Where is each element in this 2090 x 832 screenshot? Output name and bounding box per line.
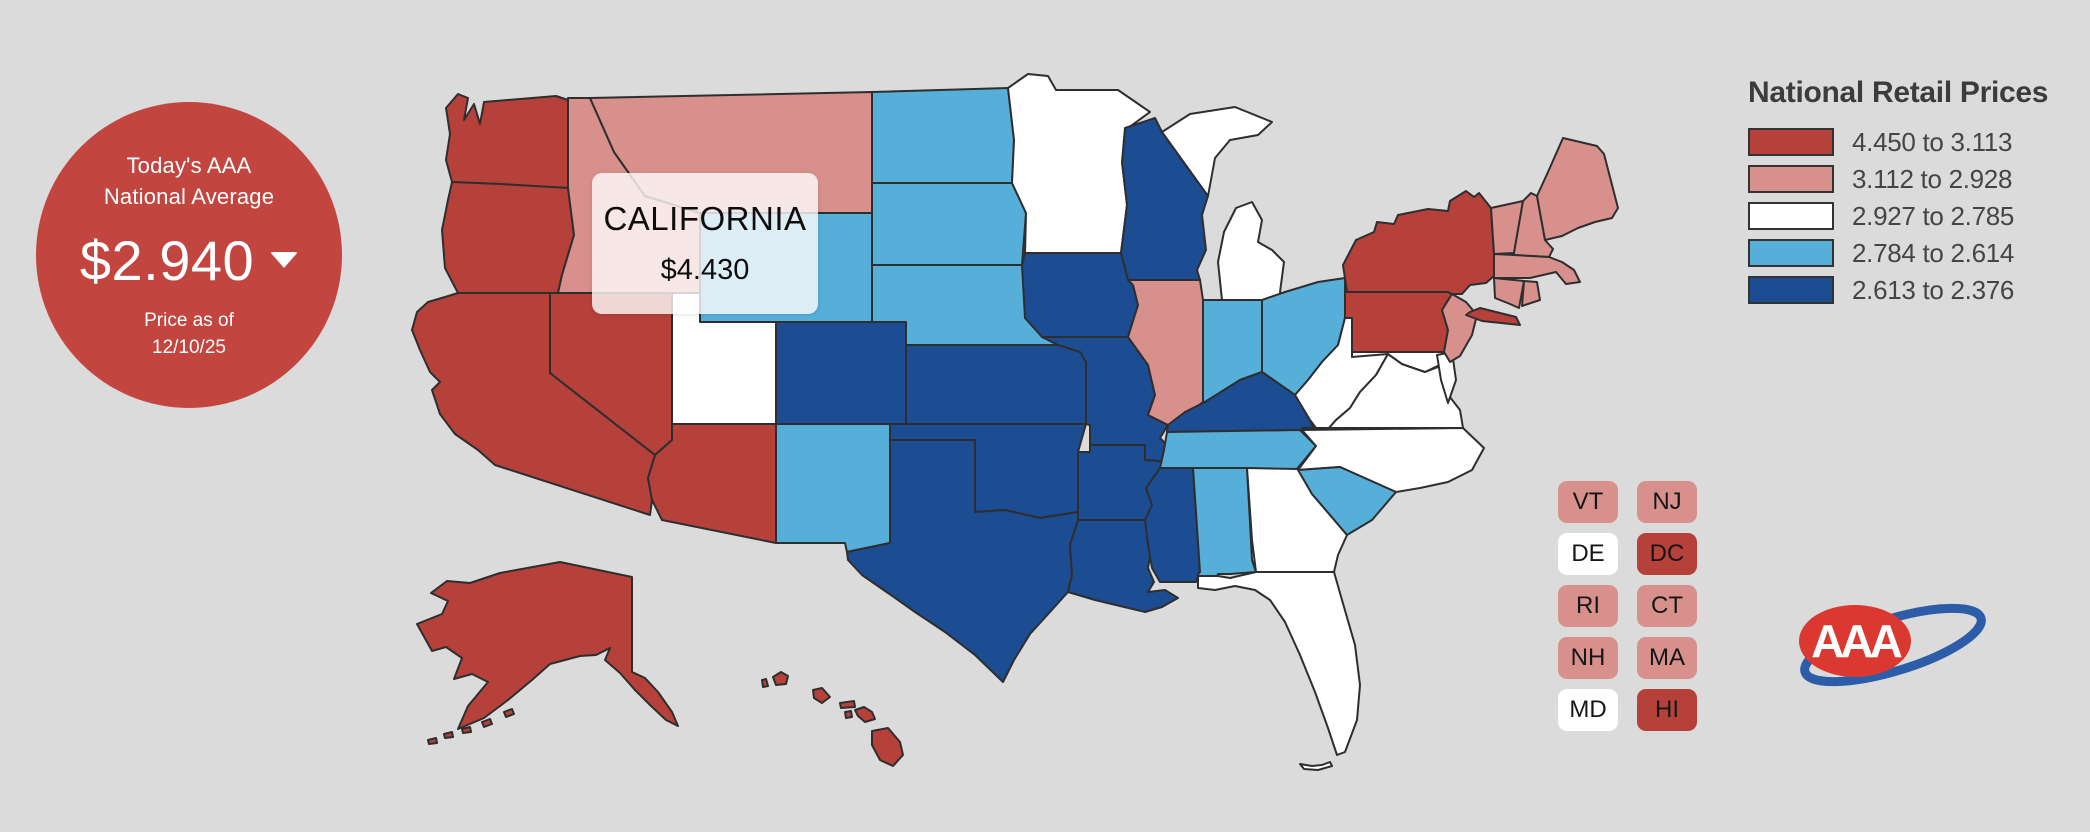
state-MS[interactable] [1144, 467, 1201, 583]
state-box-DE[interactable]: DE [1558, 533, 1618, 575]
state-CT[interactable] [1493, 277, 1525, 309]
tooltip-state-price: $4.430 [660, 254, 750, 286]
state-box-MD[interactable]: MD [1558, 689, 1618, 731]
card-title-line2: National Average [103, 183, 275, 209]
legend-item: 2.784 to 2.614 [1748, 237, 2078, 268]
legend: National Retail Prices 4.450 to 3.113 3.… [1748, 76, 2078, 305]
state-KS[interactable] [905, 344, 1087, 425]
state-tooltip: CALIFORNIA $4.430 [592, 173, 818, 314]
state-shapes [411, 73, 1619, 771]
state-WA[interactable] [445, 93, 569, 189]
state-HI-maui[interactable] [854, 706, 876, 723]
legend-swatch-bin1 [1748, 128, 1834, 156]
state-box-HI[interactable]: HI [1637, 689, 1697, 731]
state-SC[interactable] [1297, 466, 1397, 536]
price-date: 12/10/25 [152, 336, 226, 358]
legend-swatch-bin3 [1748, 202, 1834, 230]
state-FL[interactable] [1197, 571, 1361, 756]
state-HI-lanai[interactable] [844, 710, 853, 719]
state-AK[interactable] [416, 561, 679, 730]
caret-down-icon[interactable] [270, 252, 299, 268]
state-HI-kauai[interactable] [772, 671, 789, 686]
state-HI-bigisland[interactable] [871, 727, 904, 767]
aaa-logo: AAA [1799, 603, 1986, 687]
legend-range-bin4: 2.784 to 2.614 [1852, 237, 2015, 268]
state-box-MA[interactable]: MA [1637, 637, 1697, 679]
state-MA[interactable] [1493, 253, 1581, 285]
legend-item: 2.927 to 2.785 [1748, 200, 2078, 231]
legend-range-bin5: 2.613 to 2.376 [1852, 274, 2015, 305]
state-box-NH[interactable]: NH [1558, 637, 1618, 679]
card-title-line1: Today's AAA [126, 152, 252, 178]
state-ME[interactable] [1536, 137, 1619, 241]
state-NY-long-island[interactable] [1465, 307, 1521, 326]
legend-item: 4.450 to 3.113 [1748, 126, 2078, 157]
national-average-card: Today's AAA National Average $2.940 Pric… [36, 102, 342, 408]
state-RI[interactable] [1521, 280, 1541, 307]
state-TN[interactable] [1159, 429, 1317, 471]
state-ND[interactable] [871, 87, 1015, 184]
state-FL-keys[interactable] [1299, 761, 1333, 771]
state-HI-molokai[interactable] [839, 700, 856, 709]
legend-title: National Retail Prices [1748, 76, 2049, 109]
national-average-price: $2.940 [79, 228, 255, 292]
state-AK-aleutians[interactable] [427, 708, 515, 745]
state-HI-oahu[interactable] [812, 687, 831, 704]
price-as-of-label: Price as of [144, 309, 234, 331]
state-PA[interactable] [1344, 291, 1453, 353]
legend-swatch-bin2 [1748, 165, 1834, 193]
legend-swatch-bin4 [1748, 239, 1834, 267]
legend-range-bin1: 4.450 to 3.113 [1852, 126, 2013, 157]
state-CO[interactable] [775, 321, 907, 425]
legend-item: 2.613 to 2.376 [1748, 274, 2078, 305]
state-IA[interactable] [1021, 252, 1139, 338]
state-NY[interactable] [1342, 190, 1495, 295]
legend-item: 3.112 to 2.928 [1748, 163, 2078, 194]
legend-range-bin3: 2.927 to 2.785 [1852, 200, 2015, 231]
aaa-logo-text: AAA [1811, 615, 1901, 667]
state-TX[interactable] [846, 439, 1079, 683]
state-box-RI[interactable]: RI [1558, 585, 1618, 627]
small-state-boxes: VT NJ DE DC RI CT NH MA MD HI [1558, 481, 1697, 731]
state-AL[interactable] [1192, 467, 1257, 589]
state-NJ[interactable] [1441, 293, 1478, 363]
state-OR[interactable] [441, 181, 575, 294]
state-box-CT[interactable]: CT [1637, 585, 1697, 627]
state-NM[interactable] [775, 423, 891, 553]
state-MI-upper-peninsula[interactable] [1161, 106, 1273, 197]
tooltip-state-name: CALIFORNIA [603, 200, 807, 237]
state-box-VT[interactable]: VT [1558, 481, 1618, 523]
state-box-DC[interactable]: DC [1637, 533, 1697, 575]
legend-swatch-bin5 [1748, 276, 1834, 304]
legend-range-bin2: 3.112 to 2.928 [1852, 163, 2013, 194]
state-HI-niihau[interactable] [761, 678, 769, 688]
aaa-logo-oval [1799, 605, 1911, 677]
state-box-NJ[interactable]: NJ [1637, 481, 1697, 523]
state-SD[interactable] [871, 182, 1027, 266]
state-MI[interactable] [1217, 201, 1287, 301]
state-NH[interactable] [1513, 192, 1554, 258]
